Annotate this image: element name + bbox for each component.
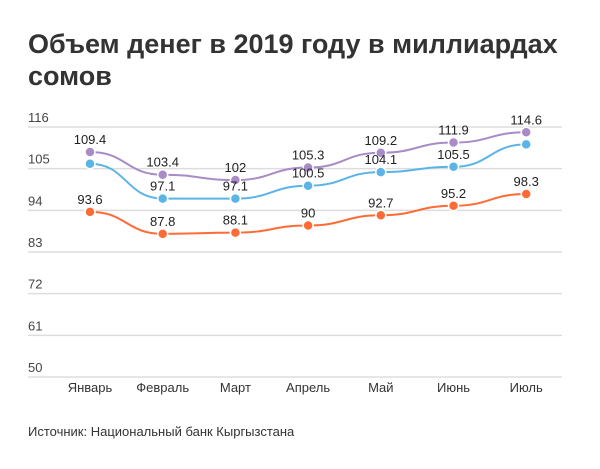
data-point-purple	[302, 161, 314, 174]
x-tick-label: Март	[220, 380, 251, 395]
data-label-blue: 104.1	[365, 152, 398, 167]
data-label-purple: 105.3	[292, 148, 325, 163]
data-point-blue	[447, 161, 460, 173]
y-tick-label: 105	[28, 152, 50, 167]
data-label-blue: 100.5	[292, 166, 325, 181]
data-point-blue	[84, 157, 96, 170]
data-point-purple	[229, 174, 242, 186]
y-tick-label: 72	[28, 277, 42, 292]
data-point-orange	[84, 206, 96, 218]
y-tick-label: 116	[28, 110, 49, 125]
data-point-blue	[520, 138, 532, 151]
data-label-orange: 88.1	[223, 213, 248, 228]
data-label-purple: 114.6	[510, 112, 542, 127]
data-point-orange	[447, 200, 460, 212]
chart-title: Объем денег в 2019 году в миллиардах сом…	[28, 29, 558, 91]
data-label-purple: 102	[225, 160, 247, 175]
x-tick-label: Июнь	[437, 380, 470, 395]
data-label-purple: 111.9	[438, 123, 469, 138]
x-tick-label: Апрель	[286, 380, 330, 395]
data-label-orange: 90	[301, 205, 315, 220]
data-point-purple	[375, 147, 387, 159]
data-label-purple: 109.2	[365, 133, 398, 148]
data-label-purple: 103.4	[146, 155, 179, 170]
data-point-purple	[447, 136, 460, 149]
data-label-blue: 97.1	[150, 179, 175, 194]
data-label-purple: 109.4	[74, 132, 107, 147]
data-point-orange	[520, 188, 532, 200]
data-point-purple	[156, 168, 169, 181]
y-tick-label: 61	[28, 318, 42, 333]
x-tick-label: Май	[368, 380, 393, 395]
data-point-blue	[375, 166, 387, 178]
data-point-orange	[302, 219, 314, 232]
data-point-orange	[156, 228, 169, 240]
data-point-orange	[229, 226, 242, 239]
data-label-blue: 97.1	[223, 179, 248, 194]
source-note: Источник: Национальный банк Кыргызстана	[28, 424, 295, 439]
data-point-orange	[375, 209, 387, 222]
data-label-blue: 105.5	[437, 147, 470, 162]
data-point-blue	[156, 192, 169, 205]
y-tick-label: 83	[28, 235, 42, 250]
data-point-blue	[229, 192, 242, 205]
data-point-blue	[302, 179, 314, 192]
data-point-purple	[520, 126, 532, 139]
data-label-orange: 92.7	[368, 195, 393, 210]
data-label-orange: 87.8	[150, 214, 175, 229]
data-label-orange: 93.6	[77, 192, 102, 207]
x-tick-label: Январь	[68, 380, 113, 395]
x-tick-label: Февраль	[136, 380, 189, 395]
data-point-purple	[84, 146, 96, 158]
data-label-orange: 98.3	[514, 174, 539, 189]
x-tick-label: Июль	[510, 380, 543, 395]
y-tick-label: 50	[28, 360, 42, 375]
y-tick-label: 94	[28, 193, 42, 208]
data-label-orange: 95.2	[441, 186, 466, 201]
